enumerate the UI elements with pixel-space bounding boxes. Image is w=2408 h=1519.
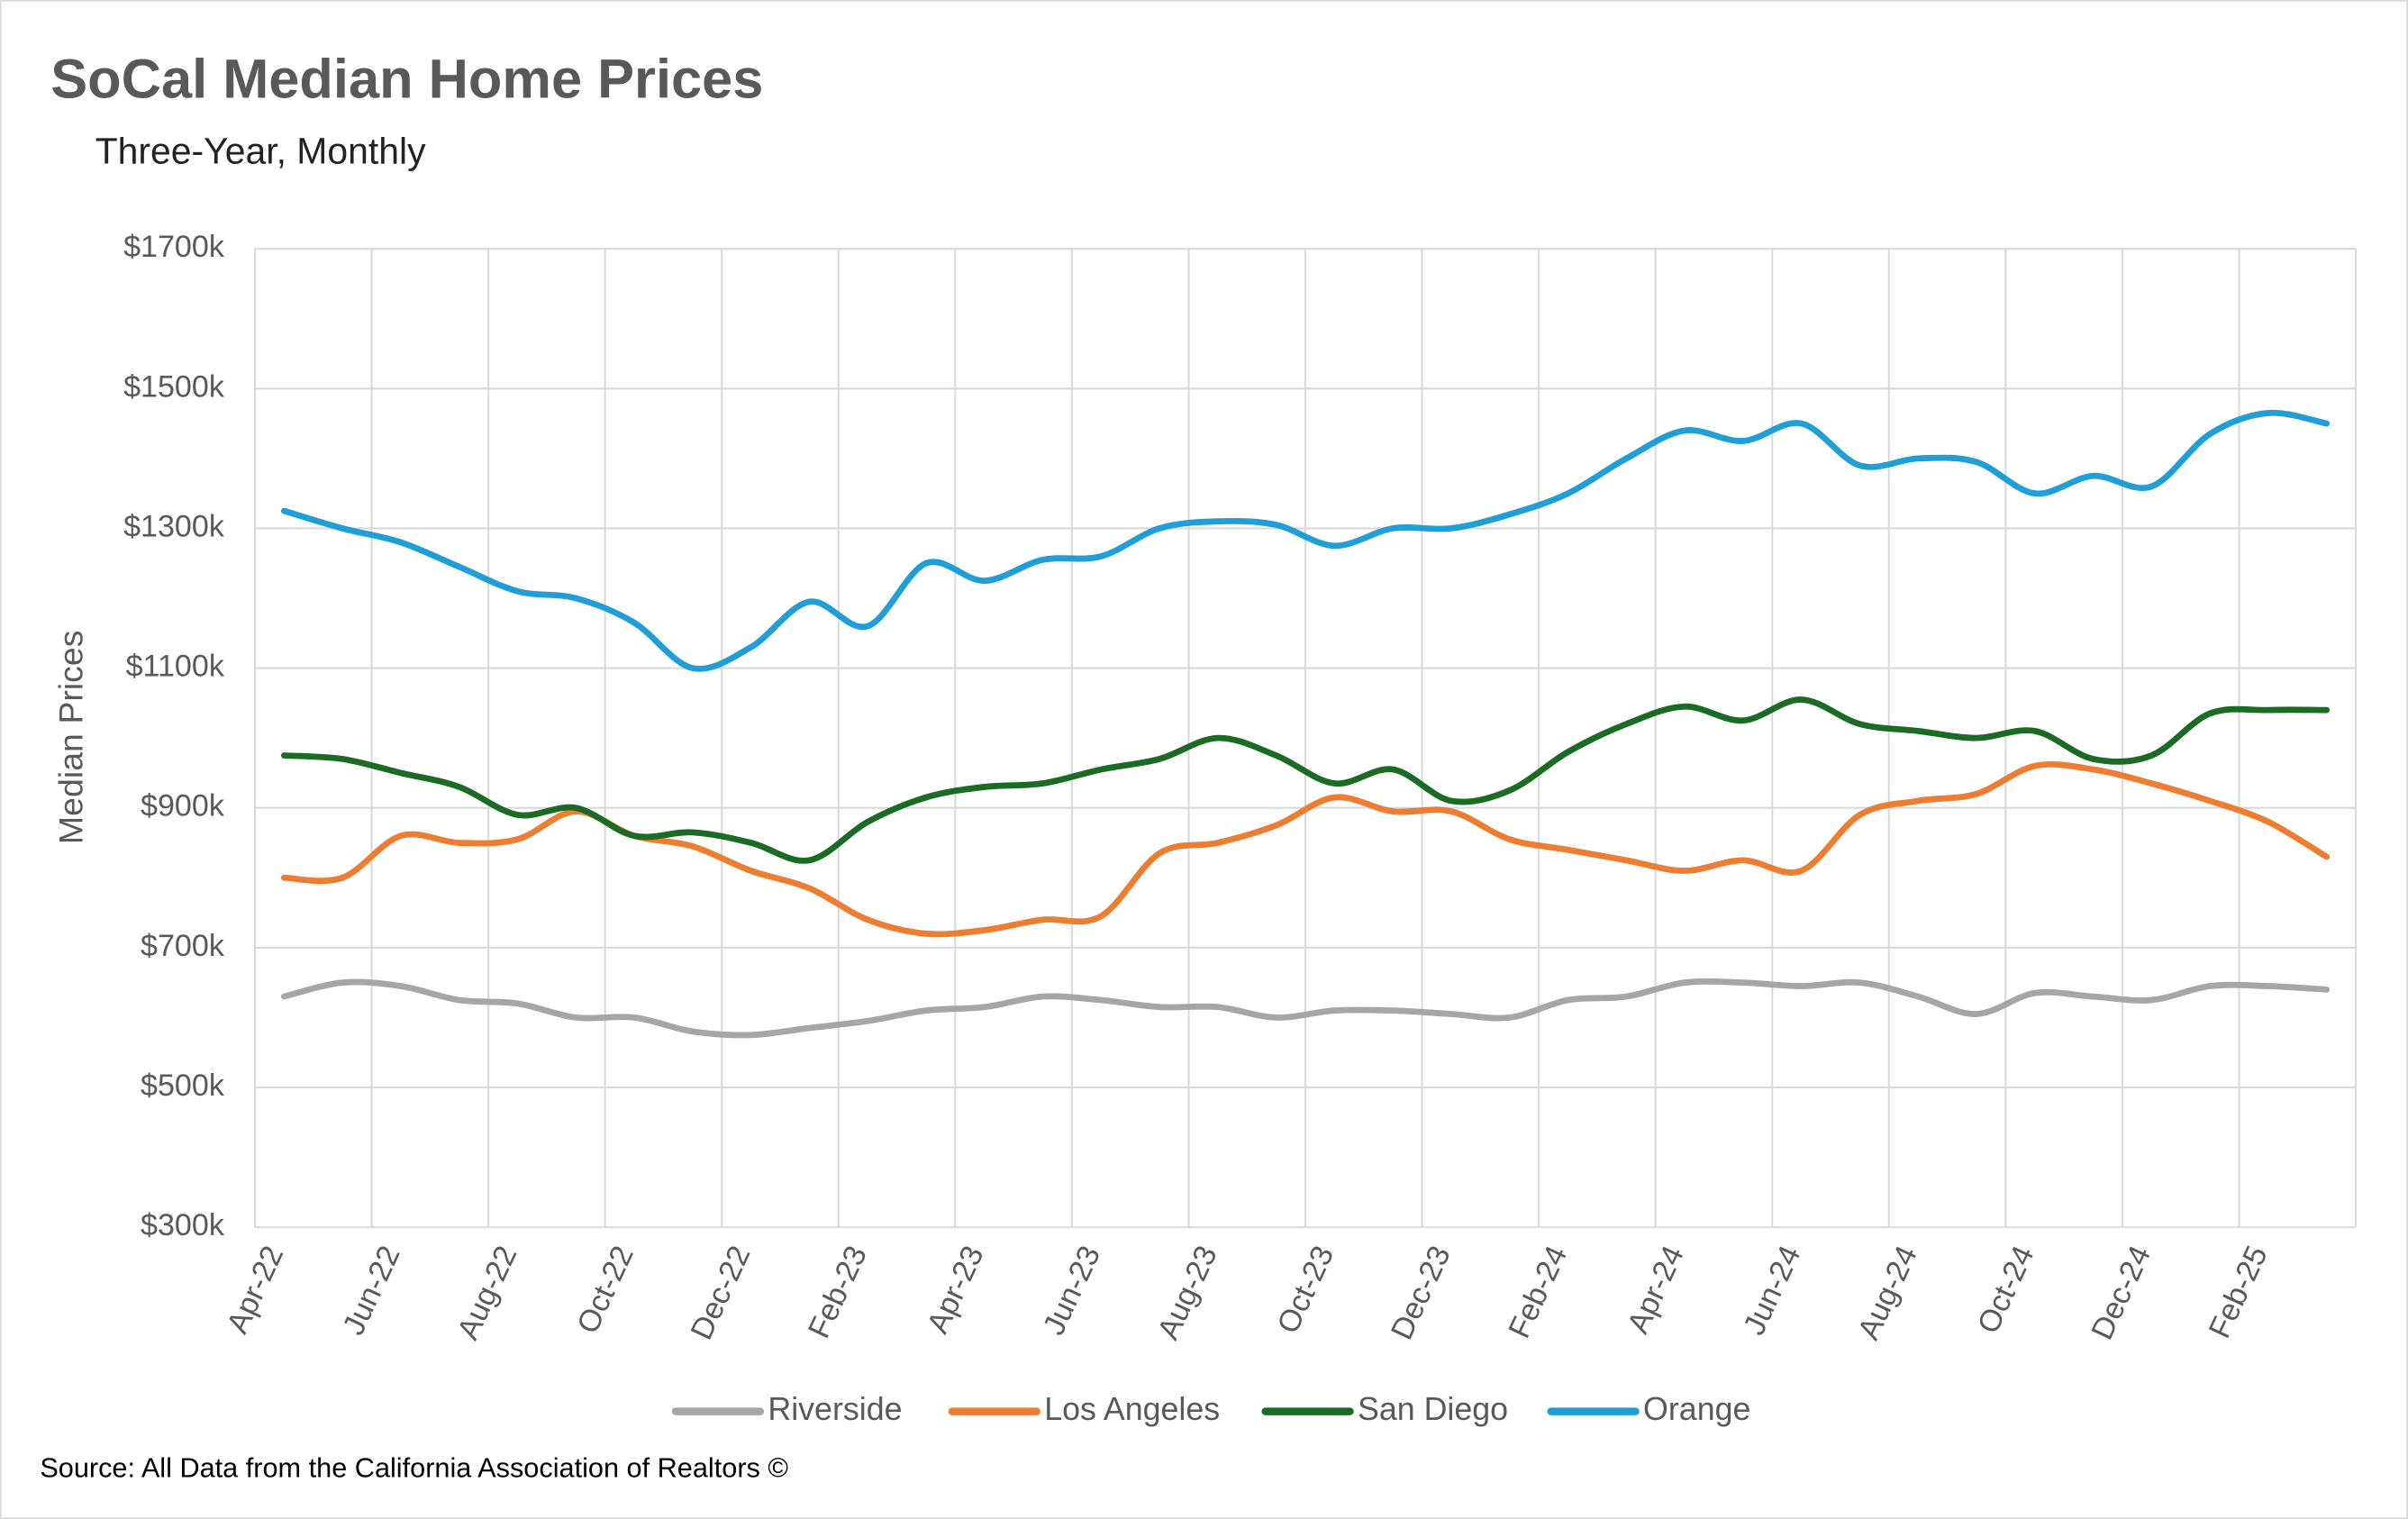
y-tick-label: $1100k [126, 650, 225, 684]
y-tick-label: $1500k [123, 369, 225, 404]
legend-label: San Diego [1358, 1391, 1508, 1427]
y-tick-label: $1700k [123, 230, 225, 264]
chart-subtitle: Three-Year, Monthly [95, 130, 426, 171]
series-line [280, 696, 2331, 864]
legend-label: Riverside [768, 1391, 902, 1427]
y-tick-label: $900k [141, 789, 225, 823]
chart-title: SoCal Median Home Prices [50, 48, 763, 110]
y-tick-label: $500k [141, 1069, 225, 1103]
series-line [280, 409, 2331, 672]
legend-label: Orange [1643, 1391, 1750, 1427]
y-tick-label: $1300k [123, 509, 225, 543]
y-axis-label: Median Prices [52, 630, 90, 844]
legend-label: Los Angeles [1044, 1391, 1220, 1427]
source-note: Source: All Data from the California Ass… [40, 1452, 788, 1484]
series-line [280, 978, 2331, 1039]
y-tick-label: $300k [141, 1208, 225, 1242]
y-tick-label: $700k [141, 929, 225, 963]
